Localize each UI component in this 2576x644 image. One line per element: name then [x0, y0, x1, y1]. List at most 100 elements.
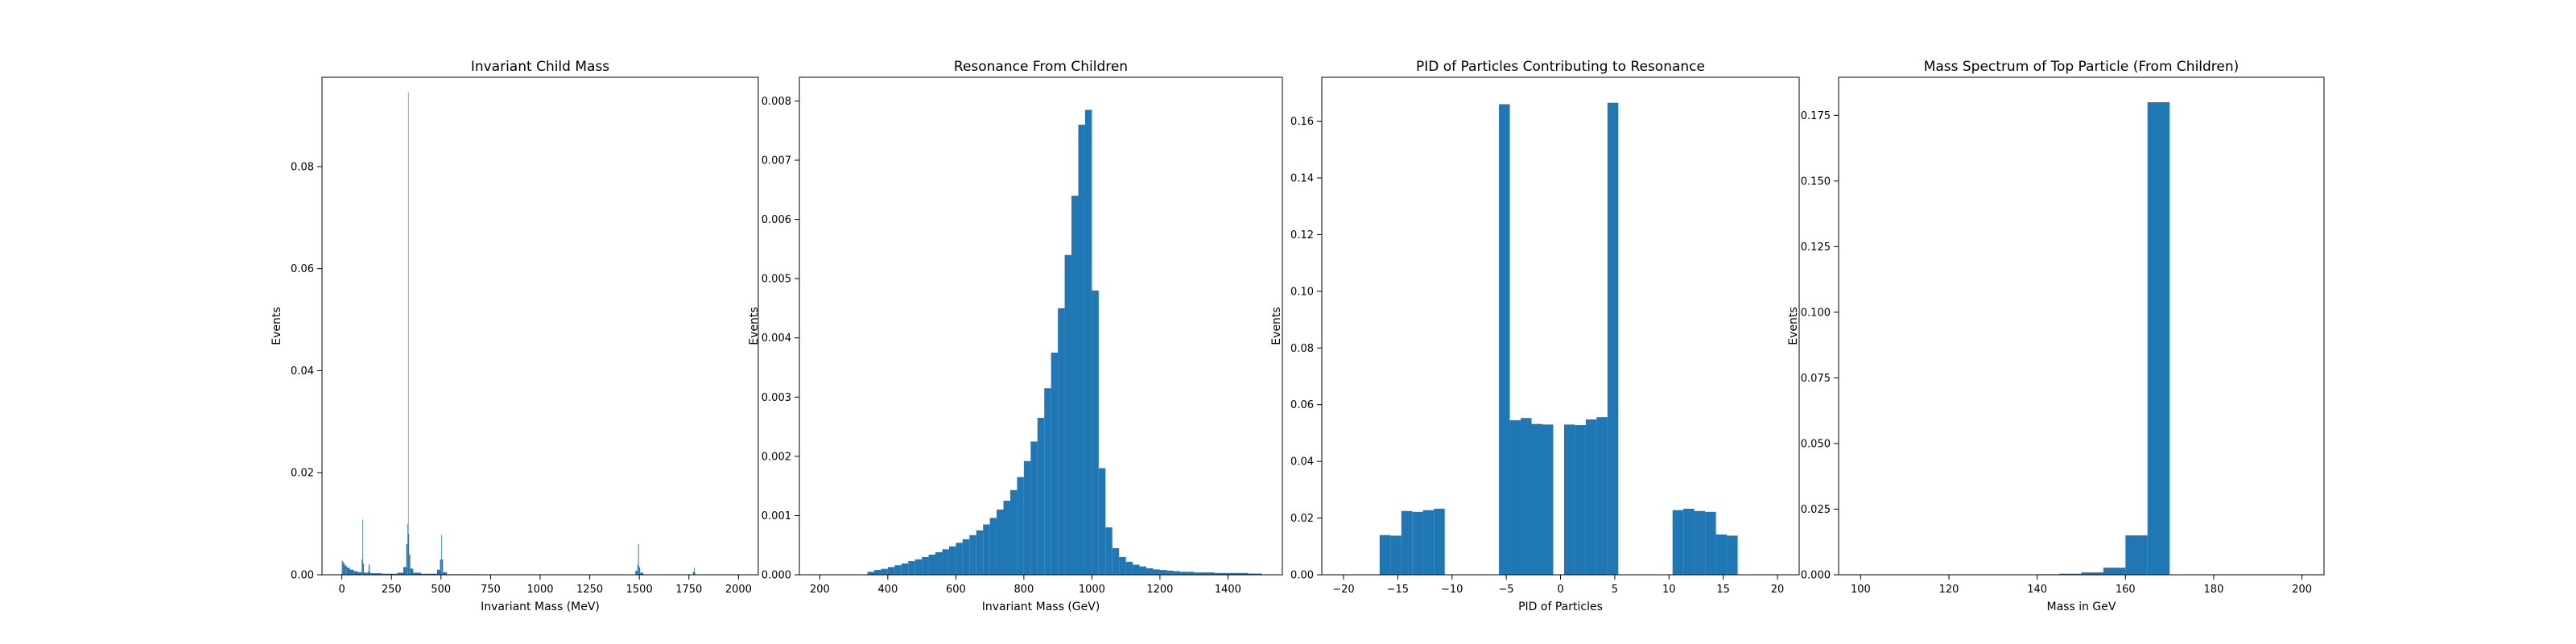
x-tick-label: 5: [1612, 584, 1618, 596]
histogram-bar: [1563, 424, 1575, 575]
histogram-bar: [408, 534, 410, 575]
x-tick-label: −5: [1499, 584, 1514, 596]
histogram-bar: [1078, 124, 1085, 576]
histogram-bar: [1030, 441, 1038, 575]
y-tick-label: 0.16: [1290, 116, 1314, 128]
histogram-bar: [1379, 535, 1391, 575]
histogram-bar: [1023, 460, 1031, 575]
x-tick-label: 20: [1771, 584, 1785, 596]
histogram-bar: [1159, 570, 1167, 575]
y-tick-label: 0.08: [291, 161, 314, 173]
histogram-bar: [997, 510, 1004, 575]
x-tick-label: 0: [338, 584, 345, 596]
histogram-bar: [1234, 572, 1242, 575]
y-tick-label: 0.175: [1801, 110, 1831, 122]
histogram-bar: [1241, 572, 1249, 575]
axes-frame: [321, 76, 759, 576]
histogram-bar: [341, 560, 343, 575]
x-tick-label: 750: [481, 584, 501, 596]
histogram-bar: [1596, 417, 1608, 575]
y-tick-label: 0.08: [1290, 343, 1314, 355]
histogram-bar: [1200, 572, 1208, 575]
histogram-bar: [343, 564, 345, 575]
histogram-bar: [969, 535, 976, 575]
x-tick-label: 1500: [626, 584, 653, 596]
histogram-bar: [2059, 573, 2082, 575]
histogram-bar: [1009, 489, 1018, 575]
x-tick-label: 160: [2116, 584, 2136, 596]
histogram-bar: [346, 568, 350, 575]
y-tick-label: 0.02: [291, 468, 314, 480]
histogram-bar: [1166, 570, 1174, 575]
y-axis-label: Events: [1270, 307, 1283, 345]
y-tick-label: 0.008: [762, 96, 791, 108]
chart-title: Resonance From Children: [954, 59, 1128, 75]
histogram-bar: [1153, 569, 1160, 575]
histogram-bar: [1058, 308, 1065, 575]
histogram-bar: [363, 564, 364, 575]
histogram-bar: [894, 565, 902, 575]
histogram-bar: [693, 568, 695, 575]
y-tick-label: 0.06: [291, 263, 314, 275]
histogram-bar: [638, 543, 639, 575]
histogram-bar: [342, 561, 344, 575]
histogram-bar: [410, 568, 414, 575]
x-tick-label: 1750: [675, 584, 702, 596]
y-tick-label: 0.025: [1801, 504, 1831, 516]
histogram-bar: [1133, 564, 1140, 575]
chart-panel-3: −20 −15 −10 −5 0 5 10 15 20 0.00 0.02 0.04 0.06 0.08 0…: [1270, 59, 1800, 613]
histogram-bar: [901, 564, 909, 575]
histogram-bar: [1098, 468, 1106, 575]
x-tick-label: 1400: [1215, 584, 1241, 596]
histogram-bar: [441, 535, 442, 575]
chart-panel-2: 200 400 600 800 1000 1200 1400 0.000 0.001 0.002 0…: [748, 59, 1283, 613]
histogram-bar: [1194, 572, 1201, 575]
histogram-bar: [1521, 418, 1532, 575]
axes-frame: [799, 76, 1283, 576]
y-tick-label: 0.04: [291, 365, 314, 378]
x-tick-label: 250: [382, 584, 402, 596]
x-tick-label: 10: [1662, 584, 1676, 596]
chart-title: PID of Particles Contributing to Resonan…: [1416, 59, 1705, 75]
y-axis-label: Events: [748, 307, 761, 345]
histogram-bar: [441, 559, 444, 575]
axes-frame: [1838, 76, 2325, 576]
histogram-bar: [935, 552, 943, 575]
x-tick-label: −10: [1441, 584, 1463, 596]
histogram-bar: [1017, 477, 1024, 575]
histogram-bar: [962, 539, 970, 575]
histogram-bar: [983, 524, 990, 575]
histogram-bar: [1064, 254, 1072, 575]
histogram-bar: [361, 559, 363, 575]
histogram-bar: [1208, 572, 1215, 575]
histogram-bar: [2081, 572, 2103, 575]
y-tick-label: 0.06: [1290, 399, 1314, 411]
y-tick-label: 0.075: [1801, 373, 1831, 385]
histogram-bar: [1585, 419, 1597, 575]
histogram-bar: [692, 572, 694, 575]
y-axis-label: Events: [1787, 307, 1800, 345]
histogram-bar: [1727, 535, 1738, 575]
histogram-bar: [881, 568, 888, 575]
histogram-bar: [1187, 572, 1195, 575]
x-tick-label: 200: [2292, 584, 2312, 596]
histogram-bar: [638, 567, 641, 575]
histogram-bar: [1051, 353, 1059, 575]
histogram-bar: [989, 518, 997, 575]
histogram-bar: [409, 554, 411, 575]
histogram-bar: [1180, 572, 1187, 575]
y-tick-label: 0.10: [1290, 286, 1314, 298]
y-tick-label: 0.12: [1290, 229, 1314, 242]
histogram-bar: [1214, 572, 1221, 575]
x-tick-label: 600: [946, 584, 966, 596]
histogram-bar: [1422, 510, 1435, 575]
histogram-bar: [2147, 101, 2170, 576]
histogram-bar: [436, 569, 440, 575]
chart-title: Mass Spectrum of Top Particle (From Chil…: [1924, 59, 2240, 75]
histogram-bar: [1003, 501, 1010, 575]
chart-title: Invariant Child Mass: [471, 59, 609, 75]
histogram-bar: [443, 572, 448, 575]
y-tick-label: 0.000: [1801, 570, 1831, 582]
histogram-bar: [694, 572, 696, 575]
